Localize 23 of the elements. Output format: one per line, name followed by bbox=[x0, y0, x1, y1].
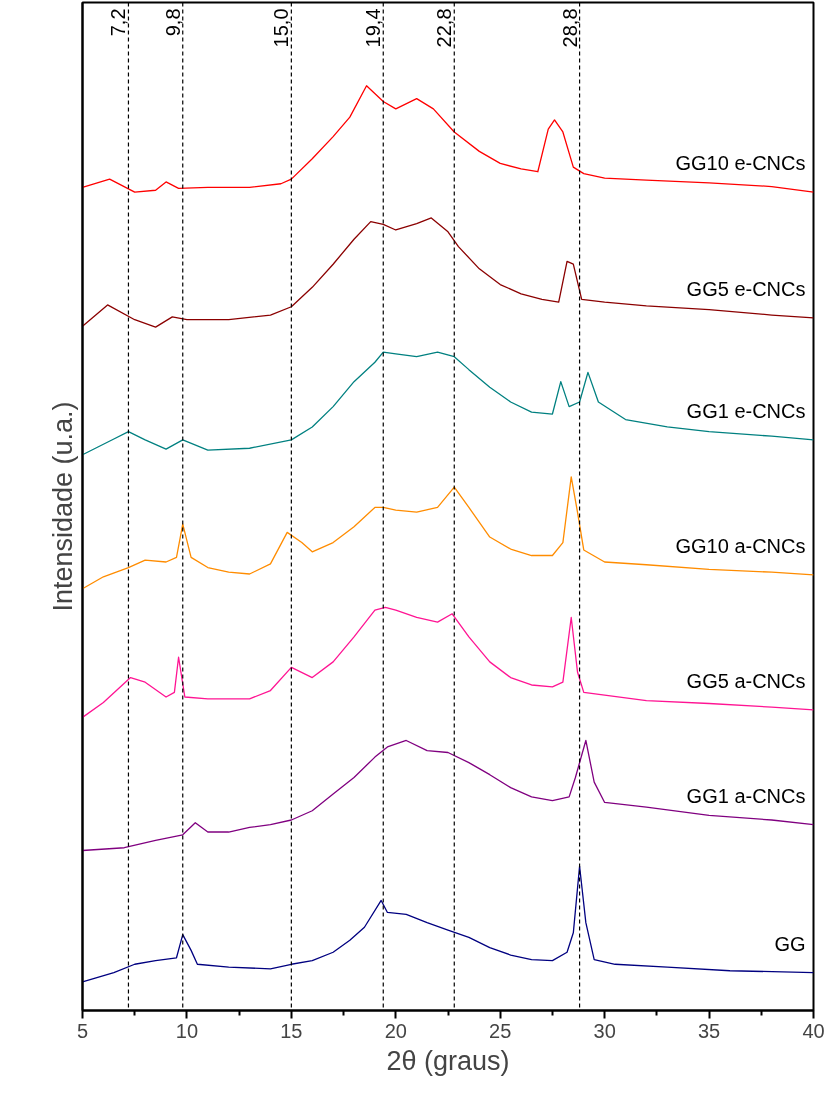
series-label: GG bbox=[774, 932, 806, 955]
x-tick-label: 35 bbox=[697, 1019, 721, 1042]
series-label: GG10 a-CNCs bbox=[675, 534, 806, 557]
series-label: GG1 e-CNCs bbox=[686, 399, 806, 422]
series-label: GG5 e-CNCs bbox=[686, 277, 806, 300]
x-tick-label: 5 bbox=[76, 1019, 89, 1042]
x-tick-label: 10 bbox=[175, 1019, 199, 1042]
x-tick-label: 25 bbox=[489, 1019, 512, 1042]
ref-line-label: 22,8 bbox=[433, 8, 456, 48]
ref-line-label: 28,8 bbox=[558, 8, 581, 48]
x-tick-label: 40 bbox=[802, 1019, 825, 1042]
series-label: GG5 a-CNCs bbox=[686, 669, 806, 692]
series-label: GG1 a-CNCs bbox=[686, 784, 806, 807]
series-label: GG10 e-CNCs bbox=[675, 152, 806, 175]
x-tick-label: 15 bbox=[280, 1019, 303, 1042]
ref-line-label: 19,4 bbox=[362, 8, 385, 48]
y-axis-title: Intensidade (u.a.) bbox=[47, 401, 78, 612]
ref-line-label: 15,0 bbox=[270, 8, 293, 48]
ref-line-label: 7,2 bbox=[107, 8, 130, 37]
ref-line-label: 9,8 bbox=[161, 8, 184, 37]
x-tick-label: 20 bbox=[384, 1019, 407, 1042]
x-tick-label: 30 bbox=[593, 1019, 616, 1042]
x-axis-title: 2θ (graus) bbox=[386, 1045, 510, 1076]
